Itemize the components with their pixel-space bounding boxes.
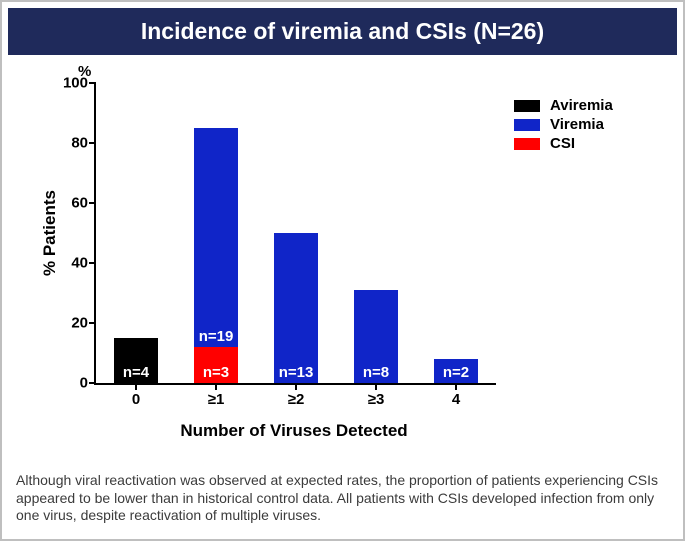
legend: Aviremia Viremia CSI xyxy=(514,97,613,154)
y-tick-label: 60 xyxy=(71,195,96,212)
bar-n-label: n=8 xyxy=(354,364,398,381)
bar-n-label: n=19 xyxy=(194,328,238,345)
x-tick-mark xyxy=(215,383,217,390)
x-tick-label: ≥3 xyxy=(368,391,385,408)
legend-label: CSI xyxy=(550,135,575,152)
x-axis-label: Number of Viruses Detected xyxy=(180,421,407,441)
x-tick-mark xyxy=(455,383,457,390)
y-axis-label: % Patients xyxy=(40,190,60,276)
x-tick-mark xyxy=(295,383,297,390)
bar-n-label: n=13 xyxy=(274,364,318,381)
x-tick-label: ≥1 xyxy=(208,391,225,408)
x-tick-mark xyxy=(135,383,137,390)
y-tick-label: 20 xyxy=(71,315,96,332)
title-bar: Incidence of viremia and CSIs (N=26) xyxy=(8,8,677,55)
legend-label: Viremia xyxy=(550,116,604,133)
caption-text: Although viral reactivation was observed… xyxy=(2,466,683,539)
bar-n-label: n=2 xyxy=(434,364,478,381)
bar-n-label: n=4 xyxy=(114,364,158,381)
legend-swatch xyxy=(514,138,540,150)
legend-item: CSI xyxy=(514,135,613,152)
legend-swatch xyxy=(514,119,540,131)
x-tick-label: 0 xyxy=(132,391,140,408)
y-tick-label: 0 xyxy=(80,375,96,392)
x-tick-mark xyxy=(375,383,377,390)
plot-area: 0204060801000≥1≥2≥34n=19n=13n=8n=2n=4n=3 xyxy=(94,83,496,385)
y-tick-label: 80 xyxy=(71,135,96,152)
bar-n-label: n=3 xyxy=(194,364,238,381)
figure-frame: Incidence of viremia and CSIs (N=26) % %… xyxy=(0,0,685,541)
legend-label: Aviremia xyxy=(550,97,613,114)
legend-item: Viremia xyxy=(514,116,613,133)
x-tick-label: 4 xyxy=(452,391,460,408)
legend-item: Aviremia xyxy=(514,97,613,114)
bar-viremia xyxy=(274,233,318,383)
chart-region: % % Patients 0204060801000≥1≥2≥34n=19n=1… xyxy=(2,61,683,466)
x-tick-label: ≥2 xyxy=(288,391,305,408)
y-tick-label: 40 xyxy=(71,255,96,272)
legend-swatch xyxy=(514,100,540,112)
y-tick-label: 100 xyxy=(63,75,96,92)
title-text: Incidence of viremia and CSIs (N=26) xyxy=(141,18,544,44)
